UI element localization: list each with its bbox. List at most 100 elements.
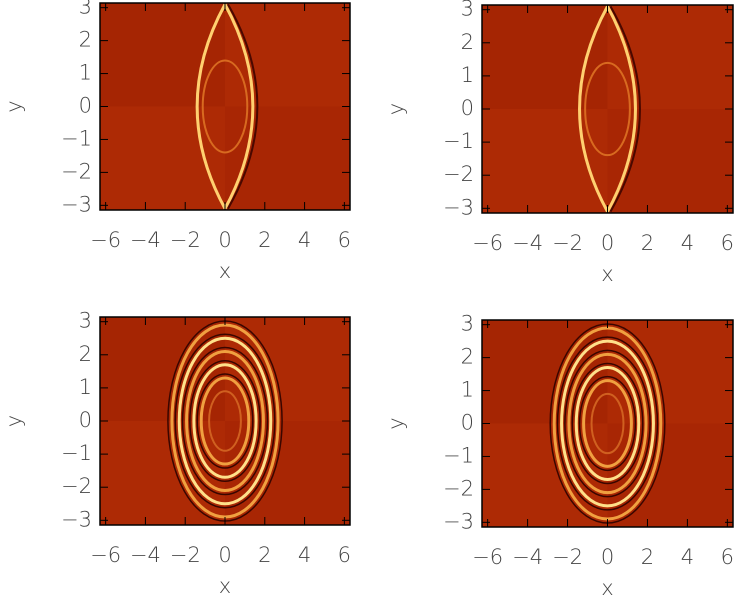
y-tick-label: 3 <box>461 312 474 336</box>
field <box>482 5 733 213</box>
x-tick-label: −4 <box>512 231 543 255</box>
x-tick-label: 0 <box>601 231 614 255</box>
x-tick-label: −6 <box>90 228 121 252</box>
x-tick-label: −6 <box>90 543 121 567</box>
field-quadrant <box>225 106 350 210</box>
field-ridge <box>223 3 255 210</box>
y-tick-label: −2 <box>61 474 92 498</box>
field-pattern <box>100 317 350 525</box>
y-axis-label: y <box>2 100 26 112</box>
y-axis-label: y <box>384 103 408 115</box>
field-trough <box>227 3 259 210</box>
y-tick-label: −2 <box>443 162 474 186</box>
field-ring <box>574 365 641 482</box>
field-ridge <box>578 5 609 213</box>
x-tick-label: 4 <box>298 228 311 252</box>
x-tick-label: 6 <box>338 228 351 252</box>
x-tick-label: 0 <box>218 543 231 567</box>
x-axis-label: x <box>219 574 231 598</box>
y-tick-label: 0 <box>79 94 92 118</box>
y-tick-label: 1 <box>461 63 474 87</box>
field-pattern <box>482 320 733 527</box>
x-tick-label: −6 <box>472 231 503 255</box>
field-ring <box>201 59 249 154</box>
field-ridge <box>606 5 637 213</box>
field-trough <box>578 375 637 472</box>
y-axis-label: y <box>2 415 26 427</box>
field-trough <box>556 336 659 511</box>
x-tick-label: −2 <box>552 545 583 569</box>
x-tick-label: 6 <box>338 543 351 567</box>
field-ring <box>177 336 273 506</box>
field-ridge <box>195 3 227 210</box>
y-tick-label: 1 <box>79 375 92 399</box>
x-tick-label: 2 <box>641 545 654 569</box>
field-ring <box>584 61 631 157</box>
x-tick-label: −6 <box>472 545 503 569</box>
y-tick-label: 3 <box>461 0 474 21</box>
x-tick-label: −2 <box>170 543 201 567</box>
x-tick-label: 6 <box>721 231 734 255</box>
y-tick-label: −3 <box>443 195 474 219</box>
field-pattern <box>100 3 350 210</box>
x-tick-label: 6 <box>721 545 734 569</box>
x-axis-label: x <box>219 259 231 283</box>
y-tick-label: −3 <box>61 507 92 531</box>
y-tick-label: −3 <box>443 509 474 533</box>
field-ring <box>185 349 265 493</box>
x-tick-label: 0 <box>218 228 231 252</box>
y-tick-label: 0 <box>461 96 474 120</box>
y-axis-label: y <box>384 417 408 429</box>
field-trough <box>174 333 276 509</box>
y-tick-label: 0 <box>79 408 92 432</box>
x-tick-label: −2 <box>552 231 583 255</box>
field-trough <box>609 5 641 213</box>
x-tick-label: 2 <box>258 228 271 252</box>
y-tick-label: −3 <box>61 192 92 216</box>
x-tick-label: −4 <box>512 545 543 569</box>
y-tick-label: −2 <box>443 476 474 500</box>
field-trough <box>181 346 269 496</box>
field-ring <box>208 390 242 452</box>
y-tick-label: 2 <box>79 342 92 366</box>
y-tick-label: 2 <box>79 28 92 52</box>
x-tick-label: 2 <box>258 543 271 567</box>
y-tick-label: −1 <box>61 126 92 150</box>
y-tick-label: 0 <box>461 411 474 435</box>
field-ring <box>560 339 655 508</box>
x-tick-label: −4 <box>130 543 161 567</box>
field <box>100 3 350 210</box>
field-ring <box>582 379 633 468</box>
field-ring <box>590 392 625 455</box>
field-quadrant <box>482 5 608 109</box>
field-quadrant <box>100 3 225 107</box>
field-ring <box>567 352 648 495</box>
y-tick-label: 2 <box>461 30 474 54</box>
x-tick-label: 0 <box>601 545 614 569</box>
field-pattern <box>482 5 733 213</box>
y-tick-label: −1 <box>443 129 474 153</box>
field-trough <box>564 349 651 498</box>
field-ring <box>192 363 258 479</box>
x-tick-label: 4 <box>681 545 694 569</box>
field-trough <box>571 362 644 485</box>
y-tick-label: 1 <box>461 378 474 402</box>
y-tick-label: −2 <box>61 159 92 183</box>
y-tick-label: 2 <box>461 345 474 369</box>
x-tick-label: 4 <box>298 543 311 567</box>
x-axis-label: x <box>601 576 613 600</box>
x-tick-label: −2 <box>170 228 201 252</box>
field-ring <box>199 376 251 466</box>
x-axis-label: x <box>601 262 613 286</box>
field-trough <box>189 359 261 483</box>
field-trough <box>196 373 254 469</box>
x-tick-label: 4 <box>681 231 694 255</box>
y-tick-label: 3 <box>79 309 92 333</box>
field <box>482 320 733 527</box>
field <box>100 317 350 525</box>
field-quadrant <box>607 109 733 213</box>
x-tick-label: −4 <box>130 228 161 252</box>
x-tick-label: 2 <box>641 231 654 255</box>
y-tick-label: −1 <box>443 443 474 467</box>
